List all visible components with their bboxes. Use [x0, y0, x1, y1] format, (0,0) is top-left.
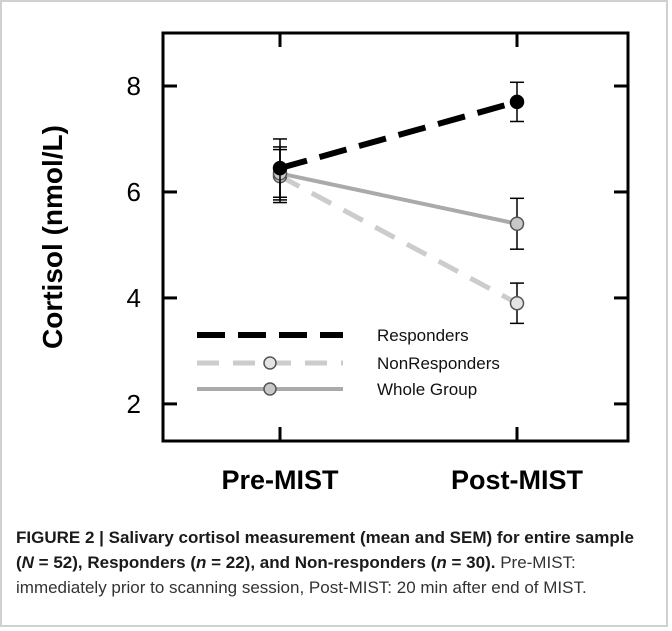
legend-label: Whole Group: [377, 380, 477, 399]
y-tick-label: 2: [127, 389, 141, 419]
y-tick-label: 6: [127, 177, 141, 207]
caption-title: FIGURE 2 | Salivary cortisol measurement…: [16, 528, 634, 572]
chart: 2 4 6 8 Pre-MIST Post-MIST Cortisol (nmol/L)…: [37, 31, 630, 495]
data-point: [509, 94, 525, 110]
series-nonresponders: [272, 148, 525, 325]
series-line: [279, 98, 518, 172]
legend: Responders NonResponders Whole Group: [197, 326, 500, 399]
data-point: [509, 295, 525, 311]
y-tick-labels: 2 4 6 8: [127, 71, 141, 419]
legend-label: NonResponders: [377, 354, 500, 373]
data-point: [509, 216, 525, 232]
legend-item: Responders: [197, 326, 469, 345]
legend-item: NonResponders: [197, 354, 500, 373]
axis-ticks: [163, 33, 628, 441]
legend-marker: [263, 356, 277, 370]
y-axis-label: Cortisol (nmol/L): [37, 125, 68, 349]
x-tick-label: Pre-MIST: [221, 465, 339, 495]
legend-label: Responders: [377, 326, 469, 345]
caption-description: Pre-MIST: immediately prior to scanning …: [16, 553, 587, 597]
series-layer: [272, 81, 525, 325]
y-tick-label: 8: [127, 71, 141, 101]
series-responders: [272, 81, 525, 199]
series-whole-group: [272, 146, 525, 250]
x-tick-label: Post-MIST: [451, 465, 584, 495]
figure-caption: FIGURE 2 | Salivary cortisol measurement…: [16, 525, 656, 600]
series-line: [279, 171, 518, 226]
data-point: [272, 160, 288, 176]
legend-marker: [263, 382, 277, 396]
series-line: [278, 173, 519, 306]
y-tick-label: 4: [127, 283, 141, 313]
legend-item: Whole Group: [197, 380, 477, 399]
x-tick-labels: Pre-MIST Post-MIST: [221, 465, 583, 495]
plot-area: [161, 31, 630, 443]
